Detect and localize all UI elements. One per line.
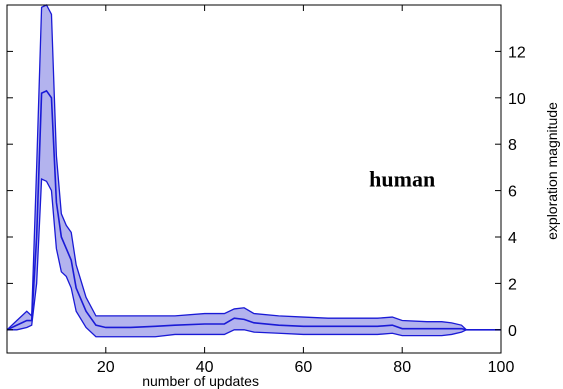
x-tick-label: 80 bbox=[393, 359, 411, 376]
y-axis: 0 2 4 6 8 10 12 bbox=[7, 44, 526, 340]
x-tick-label: 20 bbox=[97, 359, 115, 376]
lower-bound-line bbox=[7, 177, 501, 338]
x-tick-label: 40 bbox=[196, 359, 214, 376]
x-tick-label: 60 bbox=[295, 359, 313, 376]
y-tick-label: 0 bbox=[508, 323, 517, 340]
x-axis-label: number of updates bbox=[142, 373, 259, 389]
plot-frame bbox=[6, 4, 502, 354]
y-tick-label: 12 bbox=[508, 44, 526, 61]
y-tick-label: 10 bbox=[508, 91, 526, 108]
x-tick-label: 100 bbox=[488, 359, 515, 376]
y-tick-label: 6 bbox=[508, 184, 517, 201]
y-tick-label: 4 bbox=[508, 230, 517, 247]
mean-line bbox=[6, 89, 501, 331]
upper-bound-line bbox=[6, 4, 501, 331]
y-tick-label: 2 bbox=[508, 276, 517, 293]
y-axis-label: exploration magnitude bbox=[544, 102, 560, 240]
plot-layer bbox=[6, 4, 501, 338]
x-axis: 20 40 60 80 100 bbox=[97, 5, 515, 376]
chart-annotation: human bbox=[369, 167, 435, 192]
y-tick-label: 8 bbox=[508, 137, 517, 154]
